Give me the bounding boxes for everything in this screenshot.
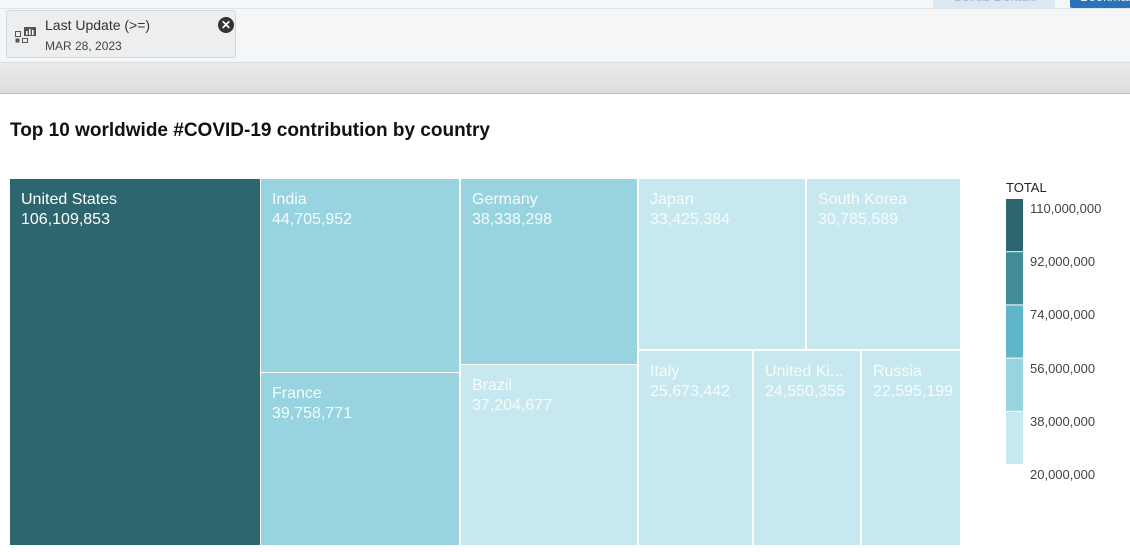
legend-tick-label: 20,000,000 (1030, 467, 1096, 482)
treemap-label: Italy (650, 363, 679, 380)
treemap-value: 25,673,442 (650, 383, 730, 400)
treemap-value: 39,758,771 (272, 405, 352, 422)
treemap-rect[interactable] (261, 373, 459, 545)
treemap-label: France (272, 385, 322, 402)
filter-label: Last Update (>=) (45, 17, 151, 33)
treemap-rect[interactable] (639, 179, 805, 349)
treemap-value: 106,109,853 (21, 211, 110, 228)
legend-tick-label: 92,000,000 (1030, 254, 1096, 270)
treemap-label: India (272, 191, 307, 208)
treemap-rect[interactable] (261, 179, 459, 372)
legend-swatch (1006, 305, 1023, 358)
treemap-value: 44,705,952 (272, 211, 352, 228)
toolbar-divider (0, 8, 1130, 9)
filter-value: MAR 28, 2023 (45, 39, 122, 53)
treemap-value: 38,338,298 (472, 211, 552, 228)
treemap-label: Japan (650, 191, 694, 208)
treemap-cell[interactable]: United Ki... 24,550,355 (754, 351, 860, 545)
treemap-label: United States (21, 191, 117, 208)
legend-tick-label: 38,000,000 (1030, 413, 1096, 429)
treemap-value: 33,425,384 (650, 211, 730, 228)
legend-tick-label: 110,000,000 (1030, 201, 1102, 216)
section-divider-band (0, 63, 1130, 94)
treemap-rect[interactable] (807, 179, 960, 349)
treemap-label: United Ki... (765, 363, 843, 380)
legend-swatch (1006, 358, 1023, 411)
filter-chip-last-update[interactable]: Last Update (>=) MAR 28, 2023 ✕ (6, 10, 236, 58)
legend-tick-label: 74,000,000 (1030, 307, 1096, 323)
chart-title: Top 10 worldwide #COVID-19 contribution … (10, 120, 490, 141)
treemap-cell[interactable]: South Korea 30,785,589 (807, 179, 960, 349)
treemap-label: Brazil (472, 377, 512, 394)
bookmark-button[interactable]: Bookmark (1070, 0, 1130, 8)
set-as-default-button[interactable]: Set as Default (933, 0, 1055, 8)
treemap-cell[interactable]: Italy 25,673,442 (639, 351, 752, 545)
treemap-cell[interactable]: Russia 22,595,199 (862, 351, 960, 545)
treemap-value: 30,785,589 (818, 211, 898, 228)
legend-swatch (1006, 199, 1023, 252)
top-toolbar: Set as Default Bookmark Last Update (>=)… (0, 0, 1130, 63)
treemap-rect[interactable] (639, 351, 752, 545)
treemap-cell[interactable]: United States 106,109,853 (10, 179, 260, 545)
treemap-cell[interactable]: France 39,758,771 (261, 373, 459, 545)
treemap-label: Russia (873, 363, 922, 380)
filter-chart-icon (15, 25, 37, 50)
treemap-cell[interactable]: Japan 33,425,384 (639, 179, 805, 349)
legend-swatch (1006, 252, 1023, 305)
legend-title: TOTAL (1006, 180, 1047, 195)
treemap-rect[interactable] (754, 351, 860, 545)
treemap-rect[interactable] (461, 179, 637, 364)
legend-tick-label: 56,000,000 (1030, 360, 1096, 376)
legend-swatch (1006, 411, 1023, 464)
treemap-cell[interactable]: India 44,705,952 (261, 179, 459, 372)
close-circle-icon[interactable]: ✕ (218, 17, 234, 33)
treemap-cell[interactable]: Germany 38,338,298 (461, 179, 637, 364)
treemap-value: 24,550,355 (765, 383, 845, 400)
treemap-value: 37,204,677 (472, 397, 552, 414)
treemap-label: South Korea (818, 191, 907, 208)
treemap-value: 22,595,199 (873, 383, 953, 400)
treemap-cell[interactable]: Brazil 37,204,677 (461, 365, 637, 545)
treemap-rect[interactable] (461, 365, 637, 545)
treemap-label: Germany (472, 191, 538, 208)
treemap-rect[interactable] (862, 351, 960, 545)
treemap-rect[interactable] (10, 179, 260, 545)
